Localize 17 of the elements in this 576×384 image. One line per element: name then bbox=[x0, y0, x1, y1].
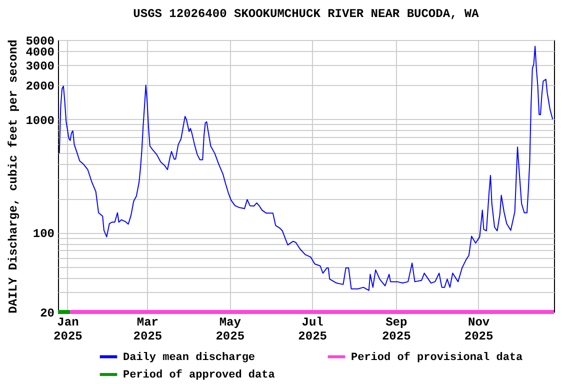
y-tick-label: 3000 bbox=[26, 60, 54, 74]
x-tick-label: Sep 2025 bbox=[382, 316, 411, 344]
x-tick-label: Jan 2025 bbox=[54, 316, 82, 344]
chart-title: USGS 12026400 SKOOKUMCHUCK RIVER NEAR BUCODA, WA bbox=[133, 7, 480, 21]
x-tick-label: May 2025 bbox=[216, 316, 245, 344]
x-tick-label: Nov 2025 bbox=[464, 316, 494, 344]
x-tick-label: Mar 2025 bbox=[133, 316, 162, 344]
y-tick-label: 1000 bbox=[26, 114, 54, 128]
legend-label: Daily mean discharge bbox=[123, 352, 256, 364]
x-tick-label: Jul 2025 bbox=[298, 316, 327, 344]
y-axis-title: DAILY Discharge, cubic feet per second bbox=[6, 40, 21, 314]
y-tick-label: 20 bbox=[40, 306, 54, 320]
y-tick-label: 100 bbox=[32, 227, 54, 242]
legend-label: Period of approved data bbox=[123, 368, 276, 382]
legend-label: Period of provisional data bbox=[351, 350, 524, 364]
line-series bbox=[58, 46, 554, 291]
y-tick-label: 2000 bbox=[26, 80, 54, 94]
